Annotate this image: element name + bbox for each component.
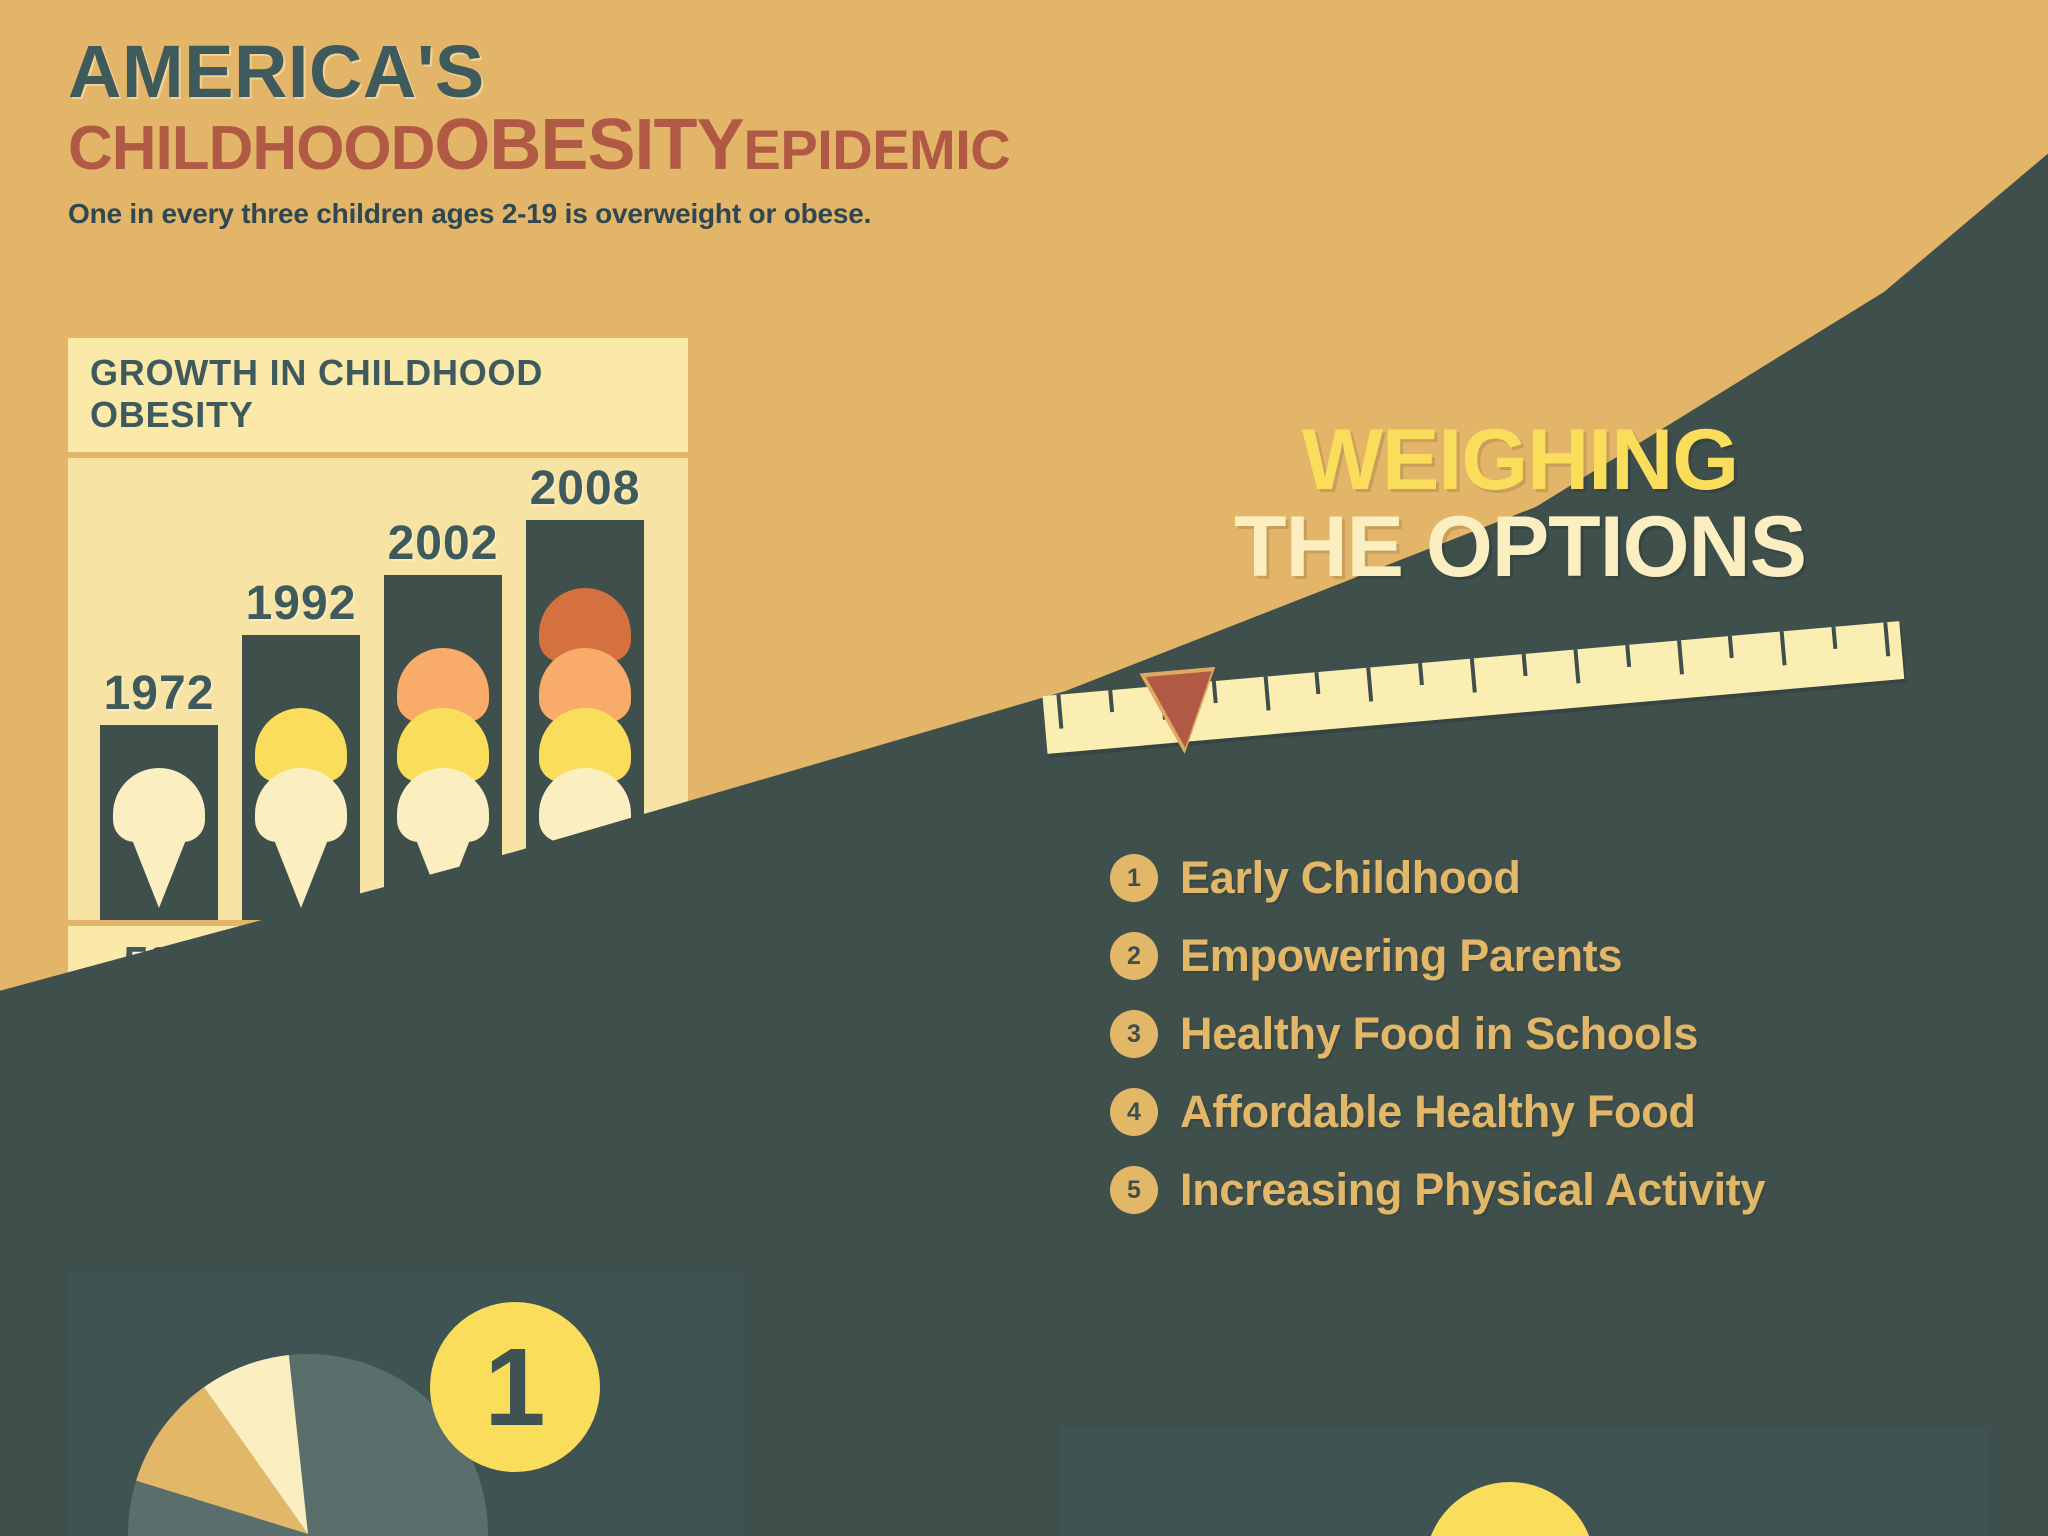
option-item-4[interactable]: 4 Affordable Healthy Food — [1110, 1086, 1990, 1138]
title-line-2: CHILDHOODOBESITYEPIDEMIC — [68, 109, 1268, 184]
triangle-pointer-icon — [1145, 671, 1219, 751]
step-number-badge-1: 1 — [430, 1302, 600, 1472]
ruler-tick — [1521, 653, 1528, 677]
bar-rect — [242, 635, 360, 920]
title-line-1: AMERICA'S — [68, 30, 485, 113]
option-label: Empowering Parents — [1180, 930, 1623, 981]
option-number-badge: 3 — [1110, 1010, 1158, 1058]
title-the-options: THE OPTIONS — [1234, 499, 1807, 596]
ruler-graphic — [1042, 621, 1925, 780]
option-item-3[interactable]: 3 Healthy Food in Schools — [1110, 1008, 1990, 1060]
bar-year-label: 2002 — [387, 517, 499, 570]
ruler-tick — [1728, 635, 1735, 659]
pie-chart-icon — [128, 1354, 488, 1536]
ruler-tick — [1831, 626, 1838, 649]
option-label: Affordable Healthy Food — [1180, 1086, 1696, 1137]
page-header: AMERICA'S CHILDHOODOBESITYEPIDEMIC One i… — [68, 30, 1268, 230]
ruler-tick — [1676, 640, 1684, 675]
ruler-tick — [1108, 690, 1114, 713]
ruler-tick — [1314, 671, 1321, 695]
ice-cream-cone-icon — [255, 708, 347, 914]
option-item-1[interactable]: 1 Early Childhood — [1110, 852, 1990, 904]
subtitle: One in every three children ages 2-19 is… — [68, 198, 872, 230]
ruler-tick — [1573, 649, 1581, 684]
ruler-tick — [1366, 667, 1374, 702]
bar-column-1992: 1992 — [242, 576, 360, 920]
option-label: Early Childhood — [1180, 852, 1521, 903]
ruler-tick — [1624, 644, 1631, 668]
ruler-tick — [1263, 676, 1271, 711]
option-label: Increasing Physical Activity — [1180, 1164, 1766, 1215]
ice-cream-cone-icon — [113, 768, 205, 914]
option-number-badge: 2 — [1110, 932, 1158, 980]
ruler-tick — [1418, 662, 1425, 686]
title-weighing: WEIGHING — [1301, 412, 1739, 508]
option-number-badge: 4 — [1110, 1088, 1158, 1136]
options-list: 1 Early Childhood 2 Empowering Parents 3… — [1110, 852, 1990, 1242]
ruler-tick — [1056, 694, 1064, 729]
ruler-tick — [1883, 622, 1891, 657]
bar-rect — [100, 725, 218, 920]
bar-column-2002: 2002 — [384, 516, 502, 920]
bar-column-1972: 1972 — [100, 666, 218, 920]
option-item-5[interactable]: 5 Increasing Physical Activity — [1110, 1164, 1990, 1216]
title-childhood: CHILDHOOD — [68, 114, 435, 184]
option-number-badge: 5 — [1110, 1166, 1158, 1214]
title-epidemic: EPIDEMIC — [743, 118, 1011, 182]
ruler-tick — [1469, 658, 1477, 693]
panel-title: GROWTH IN CHILDHOOD OBESITY — [68, 338, 688, 452]
option-label: Healthy Food in Schools — [1180, 1008, 1699, 1059]
option-item-2[interactable]: 2 Empowering Parents — [1110, 930, 1990, 982]
weighing-options-title: WEIGHING THE OPTIONS — [1040, 412, 2000, 596]
bar-year-label: 1972 — [103, 667, 215, 720]
bar-year-label: 2008 — [529, 462, 641, 515]
ruler-tick — [1779, 631, 1787, 666]
bars-container: 1972 1992 — [96, 458, 670, 920]
title-obesity: OBESITY — [434, 105, 744, 186]
bottom-left-card — [68, 1272, 744, 1536]
bar-year-label: 1992 — [245, 577, 357, 630]
option-number-badge: 1 — [1110, 854, 1158, 902]
